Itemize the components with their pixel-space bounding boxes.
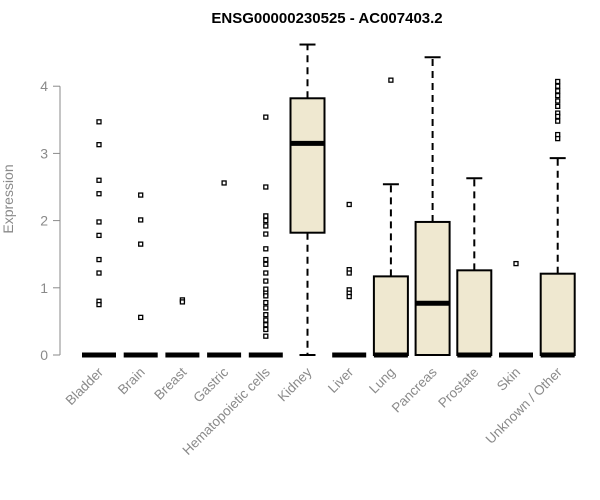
outlier-point (96, 219, 102, 225)
box-prostate (456, 177, 493, 358)
outlier-point (263, 322, 269, 328)
outlier-point (555, 113, 561, 120)
y-tick-label: 4 (40, 78, 48, 94)
y-tick-label: 1 (40, 280, 48, 296)
x-tick-label: Bladder (63, 364, 107, 408)
outlier-point (513, 260, 519, 267)
box-gastric (207, 180, 242, 358)
x-tick-label: Pancreas (389, 364, 440, 415)
outlier-point (555, 98, 561, 104)
box-body (372, 275, 409, 357)
outlier-point (263, 326, 269, 333)
outlier-point (263, 217, 269, 224)
outlier-point (263, 256, 269, 263)
x-tick-label: Liver (325, 364, 357, 396)
outlier-point (555, 118, 561, 124)
y-tick-label: 3 (40, 145, 48, 161)
outlier-point (138, 192, 144, 198)
outlier-point (388, 77, 394, 83)
outlier-point (555, 83, 561, 89)
outlier-point (346, 201, 352, 208)
box-body (414, 220, 451, 356)
box-lung (372, 77, 409, 358)
outlier-point (263, 223, 269, 229)
box-liver (332, 201, 367, 358)
outlier-point (555, 88, 561, 94)
y-axis: 0 1 2 3 4 (40, 78, 61, 363)
box-hematopoietic-cells (248, 114, 283, 358)
outlier-point (555, 78, 561, 85)
x-tick-label: Kidney (275, 364, 315, 404)
box-bladder (82, 119, 116, 358)
box-body (456, 269, 493, 356)
plot-area (82, 43, 576, 358)
box-kidney (289, 43, 326, 356)
outlier-point (346, 270, 352, 276)
outlier-point (263, 305, 269, 311)
x-tick-label: Unknown / Other (483, 364, 566, 447)
box-breast (165, 297, 200, 358)
outlier-point (96, 232, 102, 239)
outlier-point (138, 241, 144, 247)
outlier-point (263, 114, 269, 120)
outlier-point (138, 314, 144, 321)
outlier-point (138, 217, 144, 223)
outlier-point (179, 299, 186, 305)
x-tick-label: Lung (366, 365, 398, 397)
x-tick-label: Prostate (435, 365, 481, 411)
outlier-point (96, 301, 102, 308)
outlier-point (263, 261, 269, 267)
x-tick-label: Brain (115, 365, 148, 398)
outlier-point (96, 142, 102, 148)
box-brain (123, 192, 158, 358)
y-axis-title: Expression (0, 164, 16, 233)
outlier-point (96, 191, 102, 197)
x-tick-label: Breast (151, 364, 189, 402)
box-unknown-other (539, 78, 576, 358)
box-body (289, 97, 326, 234)
outlier-point (96, 177, 102, 183)
outlier-point (263, 333, 269, 339)
x-tick-label: Gastric (190, 364, 231, 405)
outlier-point (263, 246, 269, 252)
outlier-point (96, 256, 102, 263)
box-body (539, 272, 576, 356)
outlier-point (263, 231, 269, 237)
outlier-point (555, 135, 561, 142)
chart-title: ENSG00000230525 - AC007403.2 (211, 10, 442, 27)
outlier-point (96, 270, 102, 276)
outlier-point (263, 184, 269, 190)
outlier-point (96, 119, 102, 125)
y-tick-label: 0 (40, 347, 48, 363)
outlier-point (263, 312, 269, 318)
box-skin (499, 260, 533, 358)
outlier-point (346, 293, 352, 300)
outlier-point (263, 293, 269, 299)
outlier-point (221, 180, 227, 186)
outlier-point (555, 92, 561, 99)
box-pancreas (414, 56, 451, 356)
outlier-point (263, 317, 269, 323)
outlier-point (263, 213, 269, 219)
outlier-point (263, 278, 269, 284)
outlier-point (263, 270, 269, 276)
outlier-point (263, 299, 269, 306)
outlier-point (555, 103, 561, 110)
y-tick-label: 2 (40, 213, 48, 229)
x-tick-label: Skin (494, 365, 523, 394)
